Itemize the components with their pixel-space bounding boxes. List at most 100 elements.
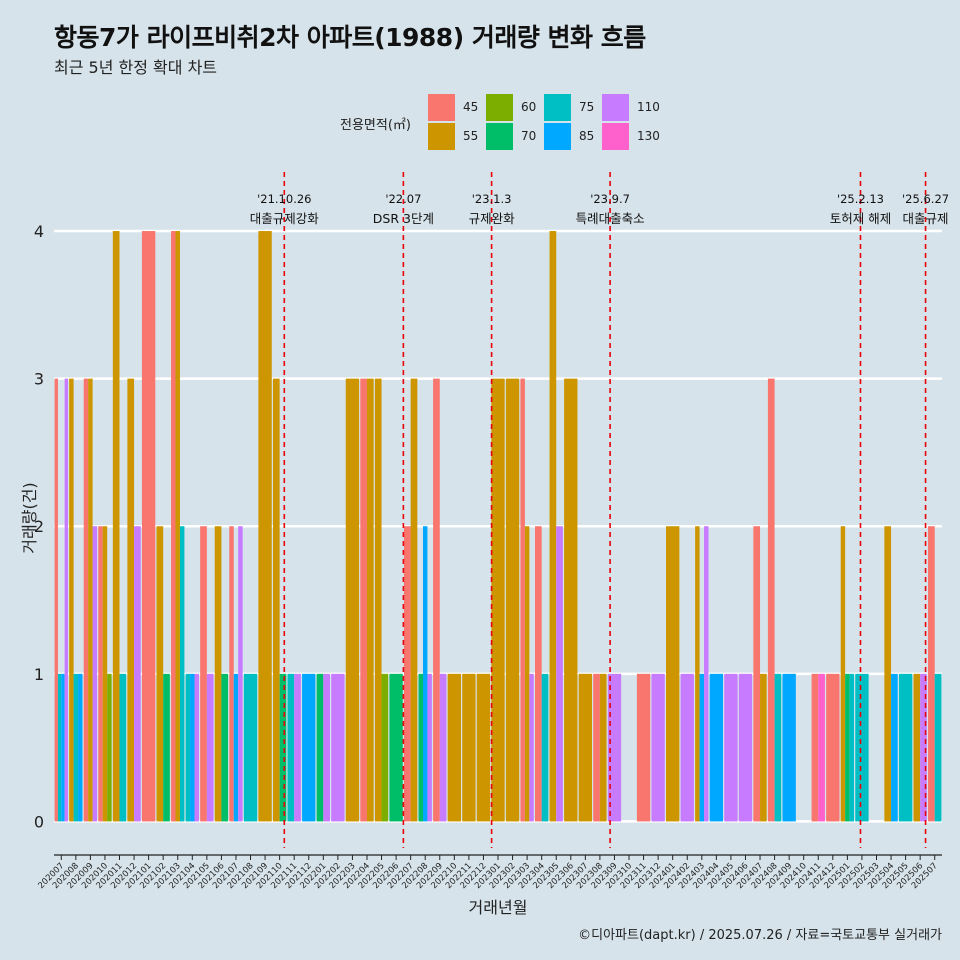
bar-202303-110 [529, 673, 534, 822]
bar-202209-110 [439, 673, 447, 822]
bar-202302-55 [505, 378, 520, 822]
bar-202010-55 [102, 526, 108, 822]
bar-202206-70 [389, 673, 403, 822]
legend-swatch [486, 93, 513, 121]
bar-202305-110 [556, 526, 563, 822]
legend-swatch [544, 122, 571, 150]
bar-202211-55 [462, 673, 476, 822]
bar-202009-45 [83, 378, 89, 822]
bar-202401-55 [666, 526, 680, 822]
bar-202207-45 [403, 526, 411, 822]
legend-label: 60 [521, 100, 537, 114]
bar-202501-70 [845, 673, 850, 822]
bar-202112-85 [302, 673, 316, 822]
bar-202007-110 [64, 378, 68, 822]
bar-202305-55 [549, 231, 557, 822]
bar-202307-55 [578, 673, 593, 822]
bar-202105-45 [200, 526, 207, 822]
bar-202102-70 [163, 673, 170, 822]
bar-202208-85 [422, 526, 428, 822]
bar-202204-45 [360, 378, 367, 822]
bar-202403-110 [704, 526, 709, 822]
bar-202303-45 [520, 378, 525, 822]
event-label: 대출규제강화 [250, 211, 320, 226]
bar-202502-75 [855, 673, 869, 822]
legend-swatch [602, 122, 629, 150]
bar-202106-55 [214, 526, 222, 822]
y-tick-label: 0 [34, 812, 44, 831]
bar-202306-55 [564, 378, 578, 822]
bar-202507-75 [934, 673, 942, 822]
bar-202408-75 [774, 673, 782, 822]
bar-202007-75 [57, 673, 62, 822]
bar-202203-55 [345, 378, 360, 822]
bar-202105-110 [206, 673, 214, 822]
bar-202210-55 [447, 673, 462, 822]
y-axis-label: 거래량(건) [20, 482, 39, 553]
bar-202110-70 [279, 673, 287, 822]
bar-202501-55 [840, 526, 846, 822]
x-axis-label: 거래년월 [469, 898, 528, 917]
bar-202111-75 [287, 673, 295, 822]
x-axis: 2020072020082020092020102020112020122021… [36, 854, 942, 891]
bar-202205-55 [374, 378, 382, 822]
bar-202012-110 [134, 526, 141, 822]
event-date: '25.2.13 [837, 192, 884, 206]
bar-202107-45 [229, 526, 234, 822]
bar-202109-55 [258, 231, 272, 822]
bar-202411-130 [818, 673, 825, 822]
bar-202309-110 [607, 673, 622, 822]
legend-item-60: 60 [486, 93, 537, 121]
bar-202010-45 [98, 526, 103, 822]
bar-202304-45 [534, 526, 542, 822]
bar-202207-55 [410, 378, 418, 822]
bar-202007-45 [54, 378, 58, 822]
bar-202507-45 [928, 526, 935, 822]
legend-label: 55 [463, 129, 479, 143]
bar-202106-70 [221, 673, 229, 822]
bar-202505-75 [898, 673, 913, 822]
y-tick-label: 3 [34, 370, 44, 389]
bar-202104-75 [185, 673, 191, 822]
bar-202501-75 [849, 673, 855, 822]
bar-202201-70 [316, 673, 324, 822]
bar-202409-85 [782, 673, 796, 822]
bar-202111-110 [294, 673, 301, 822]
bar-202308-55 [599, 673, 607, 822]
bar-202205-60 [381, 673, 389, 822]
bar-202201-110 [323, 673, 330, 822]
bar-202102-55 [156, 526, 164, 822]
bar-202009-110 [92, 526, 98, 822]
bar-202406-110 [738, 673, 753, 822]
event-date: '23.9.7 [590, 192, 630, 206]
legend-label: 130 [637, 129, 660, 143]
bar-202008-75 [73, 673, 79, 822]
bar-202304-75 [541, 673, 549, 822]
bar-202407-55 [760, 673, 767, 822]
event-date: '23.1.3 [472, 192, 512, 206]
legend-item-45: 45 [428, 93, 478, 121]
bar-202104-85 [190, 673, 195, 822]
bar-202104-110 [194, 673, 199, 822]
bar-202504-85 [891, 673, 898, 822]
event-date: '21.10.26 [257, 192, 311, 206]
bar-202411-45 [811, 673, 819, 822]
bar-202010-60 [107, 673, 112, 822]
legend-item-110: 110 [602, 93, 660, 121]
bar-202405-110 [724, 673, 738, 822]
bar-202404-85 [709, 673, 724, 822]
bars [54, 231, 942, 822]
event-label: 토허제 해제 [830, 211, 891, 226]
bar-202110-55 [272, 378, 280, 822]
event-label: 특례대출축소 [576, 211, 645, 226]
legend-item-130: 130 [602, 122, 660, 150]
legend-swatch [544, 93, 571, 121]
bar-202008-85 [78, 673, 83, 822]
event-lines: '21.10.26 대출규제강화 '22.07 DSR 3단계 '23.1.3 규제완화 '… [250, 172, 949, 848]
bar-202303-55 [524, 526, 530, 822]
legend-label: 85 [579, 129, 595, 143]
legend-swatch [602, 93, 629, 121]
bar-202308-45 [593, 673, 600, 822]
legend-swatch [428, 122, 455, 150]
bar-202101-45 [141, 231, 156, 822]
